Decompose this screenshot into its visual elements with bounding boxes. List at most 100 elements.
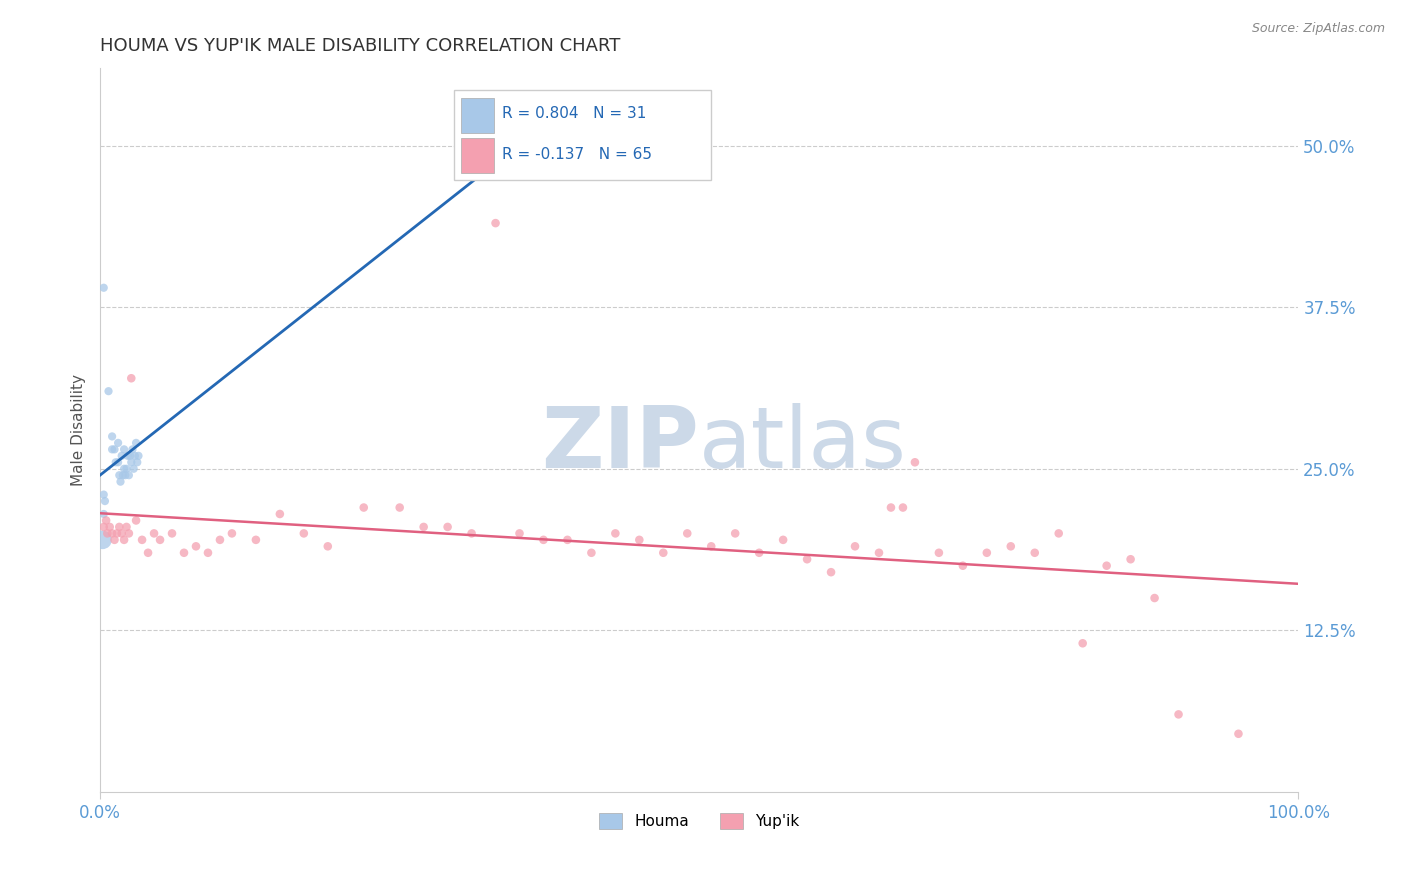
Point <box>111 526 134 541</box>
Point <box>724 526 747 541</box>
Point <box>904 455 927 469</box>
Point <box>111 449 134 463</box>
Legend: Houma, Yup'ik: Houma, Yup'ik <box>593 806 806 835</box>
Point <box>107 436 129 450</box>
Point <box>388 500 411 515</box>
Point <box>115 462 138 476</box>
Point <box>91 533 114 547</box>
Point <box>94 513 117 527</box>
Point <box>94 494 117 508</box>
Point <box>104 455 127 469</box>
Point <box>700 539 723 553</box>
Point <box>412 520 434 534</box>
Point <box>118 526 141 541</box>
Point <box>115 520 138 534</box>
Point <box>118 468 141 483</box>
Point <box>143 526 166 541</box>
Point <box>112 462 135 476</box>
Text: ZIP: ZIP <box>541 403 699 486</box>
Point <box>508 526 530 541</box>
Point <box>120 455 142 469</box>
Point <box>796 552 818 566</box>
Point <box>820 565 842 579</box>
Point <box>101 442 124 457</box>
Point <box>112 533 135 547</box>
Point <box>173 546 195 560</box>
Point <box>557 533 579 547</box>
Text: R = 0.804   N = 31: R = 0.804 N = 31 <box>502 106 645 121</box>
Point <box>928 546 950 560</box>
Point <box>103 533 125 547</box>
Text: HOUMA VS YUP'IK MALE DISABILITY CORRELATION CHART: HOUMA VS YUP'IK MALE DISABILITY CORRELAT… <box>100 37 620 55</box>
Point <box>107 455 129 469</box>
Point <box>101 526 124 541</box>
Y-axis label: Male Disability: Male Disability <box>72 374 86 486</box>
Point <box>292 526 315 541</box>
Point <box>127 449 149 463</box>
Point <box>484 216 506 230</box>
Point <box>111 468 134 483</box>
Point <box>160 526 183 541</box>
Point <box>98 520 121 534</box>
Point <box>460 526 482 541</box>
Point <box>103 442 125 457</box>
Point <box>122 462 145 476</box>
Point <box>891 500 914 515</box>
Point <box>605 526 627 541</box>
Point <box>93 281 115 295</box>
Point <box>131 533 153 547</box>
Point <box>221 526 243 541</box>
Point <box>114 468 136 483</box>
Point <box>316 539 339 553</box>
Point <box>581 546 603 560</box>
Point <box>496 138 519 153</box>
Point <box>269 507 291 521</box>
Point <box>93 487 115 501</box>
Text: Source: ZipAtlas.com: Source: ZipAtlas.com <box>1251 22 1385 36</box>
Point <box>93 520 115 534</box>
Point <box>436 520 458 534</box>
Point <box>127 455 149 469</box>
Text: R = -0.137   N = 65: R = -0.137 N = 65 <box>502 147 651 162</box>
Point <box>208 533 231 547</box>
Point <box>1119 552 1142 566</box>
Point <box>93 507 115 521</box>
Point <box>976 546 998 560</box>
Point <box>120 371 142 385</box>
Point <box>1024 546 1046 560</box>
Point <box>533 533 555 547</box>
Point <box>1143 591 1166 605</box>
Point <box>676 526 699 541</box>
Point <box>1167 707 1189 722</box>
Point <box>105 526 128 541</box>
Text: atlas: atlas <box>699 403 907 486</box>
Point <box>112 442 135 457</box>
Point <box>110 475 132 489</box>
Point <box>1071 636 1094 650</box>
Point <box>197 546 219 560</box>
Point <box>844 539 866 553</box>
Point <box>772 533 794 547</box>
Point <box>108 468 131 483</box>
Point <box>1047 526 1070 541</box>
Point <box>868 546 890 560</box>
Point <box>125 513 148 527</box>
Point <box>952 558 974 573</box>
Point <box>125 436 148 450</box>
Point <box>1227 727 1250 741</box>
Point <box>121 442 143 457</box>
Point <box>353 500 375 515</box>
Point <box>628 533 651 547</box>
Point <box>245 533 267 547</box>
Point <box>101 429 124 443</box>
Point <box>184 539 207 553</box>
FancyBboxPatch shape <box>461 138 495 173</box>
Point <box>108 520 131 534</box>
Point <box>124 449 146 463</box>
Point <box>1095 558 1118 573</box>
Point <box>149 533 172 547</box>
Point <box>96 526 118 541</box>
Point <box>880 500 903 515</box>
Point <box>136 546 159 560</box>
Point <box>748 546 770 560</box>
